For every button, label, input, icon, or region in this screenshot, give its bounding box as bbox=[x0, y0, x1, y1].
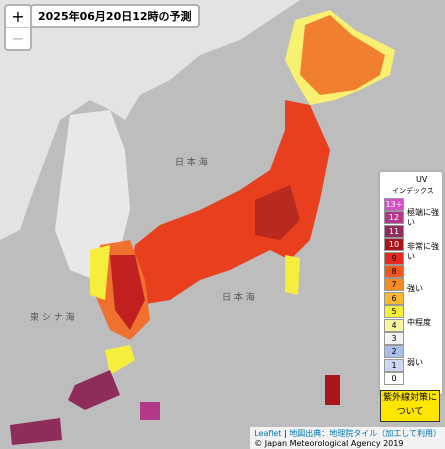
sea-label: 日 本 海 bbox=[175, 158, 208, 168]
legend-level: 0 bbox=[384, 372, 404, 386]
legend-category: 中程度 bbox=[407, 318, 431, 327]
zoom-out[interactable]: − bbox=[11, 29, 25, 48]
sakishima bbox=[10, 418, 62, 445]
korea bbox=[55, 110, 130, 280]
sea-label: 東 シ ナ 海 bbox=[30, 313, 75, 323]
hokkaido bbox=[300, 15, 385, 95]
legend-level: 12 bbox=[384, 211, 404, 225]
source-link[interactable]: 地図出典：地理院タイル（加工して利用） bbox=[289, 429, 441, 438]
coast-yellow bbox=[90, 245, 110, 300]
amami-edge bbox=[105, 345, 135, 375]
legend-category: 非常に強い bbox=[407, 242, 439, 261]
mainland bbox=[0, 0, 300, 240]
legend-level: 5 bbox=[384, 305, 404, 319]
daito bbox=[140, 402, 160, 420]
legend-level: 10 bbox=[384, 238, 404, 252]
sea-label: 日 本 海 bbox=[222, 293, 255, 303]
legend: UV インデックス 13+ 12 11 10 9 8 7 6 5 4 3 2 1 0 極端に強い 非常に強い強… bbox=[378, 170, 444, 396]
legend-level: 2 bbox=[384, 345, 404, 359]
okinawa bbox=[68, 370, 120, 410]
copyright: © Japan Meteorological Agency 2019 bbox=[254, 439, 404, 448]
zoom-control: + − bbox=[4, 4, 32, 51]
legend-level: 7 bbox=[384, 278, 404, 292]
legend-level: 8 bbox=[384, 265, 404, 278]
honshu-high bbox=[255, 185, 300, 240]
legend-level: 6 bbox=[384, 291, 404, 305]
forecast-title: 2025年06月20日12時の予測 bbox=[30, 4, 200, 28]
leaflet-link[interactable]: Leaflet bbox=[254, 429, 282, 438]
legend-level: 13+ bbox=[384, 198, 404, 211]
honshu bbox=[130, 100, 330, 305]
attribution: Leaflet | 地図出典：地理院タイル（加工して利用） © Japan Met… bbox=[250, 427, 445, 449]
legend-level: 4 bbox=[384, 318, 404, 332]
uv-info-button[interactable]: 紫外線対策について bbox=[380, 390, 440, 422]
legend-level: 11 bbox=[384, 224, 404, 238]
ogasawara bbox=[325, 375, 340, 405]
izu bbox=[285, 255, 300, 295]
legend-level: 1 bbox=[384, 358, 404, 372]
legend-level: 3 bbox=[384, 332, 404, 345]
legend-subtitle: インデックス bbox=[392, 187, 434, 195]
legend-category: 弱い bbox=[407, 358, 423, 367]
legend-category: 強い bbox=[407, 284, 423, 293]
legend-level: 9 bbox=[384, 251, 404, 265]
legend-category: 極端に強い bbox=[407, 208, 439, 227]
kyushu bbox=[110, 255, 145, 330]
legend-title: UV bbox=[416, 175, 428, 184]
zoom-in[interactable]: + bbox=[6, 6, 30, 28]
